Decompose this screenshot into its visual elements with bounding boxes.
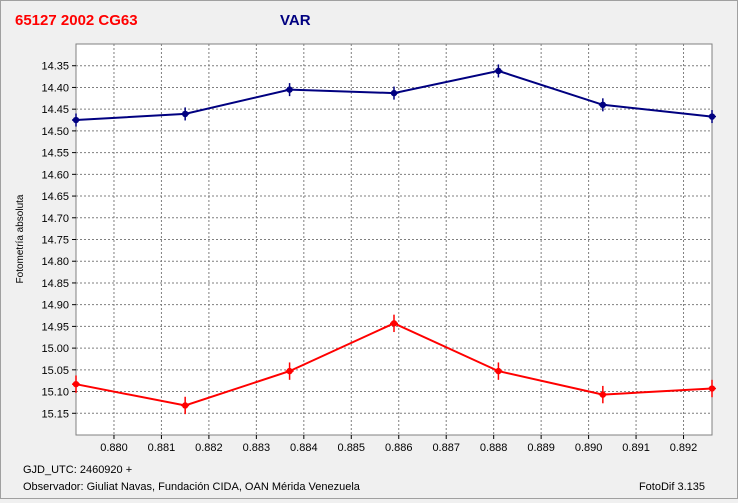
data-point — [286, 367, 293, 375]
y-tick-label: 14.75 — [41, 235, 69, 247]
y-tick-label: 14.80 — [41, 256, 69, 268]
data-point — [72, 380, 80, 388]
y-tick-label: 14.55 — [41, 148, 69, 160]
data-point — [708, 385, 716, 392]
chart-title: 65127 2002 CG63 — [15, 12, 138, 29]
y-tick-label: 15.00 — [41, 343, 69, 355]
y-tick-label: 14.90 — [41, 300, 69, 312]
gjd-label: GJD_UTC: 2460920 + — [23, 464, 132, 476]
series-layer — [72, 64, 716, 415]
x-tick-labels: 0.880 0.881 0.882 0.883 0.884 0.885 0.886 0.887… — [100, 435, 697, 454]
data-point — [599, 391, 607, 398]
x-tick-label: 0.890 — [575, 442, 603, 454]
x-tick-label: 0.885 — [338, 442, 366, 454]
data-point — [286, 86, 293, 93]
y-tick-label: 14.40 — [41, 82, 69, 94]
y-tick-label: 15.15 — [41, 408, 69, 420]
y-tick-label: 14.65 — [41, 191, 69, 203]
x-tick-label: 0.891 — [622, 442, 650, 454]
x-tick-label: 0.892 — [670, 442, 698, 454]
x-tick-label: 0.881 — [148, 442, 176, 454]
series-series-2 — [72, 314, 716, 415]
y-axis-label: Fotometría absoluta — [15, 194, 26, 283]
y-tick-label: 14.85 — [41, 278, 69, 290]
series-var — [72, 64, 716, 127]
observer-label: Observador: Giuliat Navas, Fundación CID… — [23, 481, 361, 493]
data-point — [708, 113, 716, 120]
data-point — [599, 101, 607, 109]
x-tick-label: 0.880 — [100, 442, 128, 454]
data-point — [390, 320, 398, 327]
x-tick-label: 0.883 — [243, 442, 271, 454]
data-point — [495, 367, 502, 375]
y-tick-label: 14.60 — [41, 169, 69, 181]
x-tick-label: 0.887 — [432, 442, 460, 454]
y-tick-label: 15.05 — [41, 365, 69, 377]
data-point — [495, 67, 502, 75]
y-tick-label: 14.35 — [41, 61, 69, 73]
y-tick-label: 14.45 — [41, 104, 69, 116]
y-tick-label: 14.70 — [41, 213, 69, 225]
data-point — [390, 89, 398, 97]
x-tick-label: 0.886 — [385, 442, 413, 454]
series-label-var: VAR — [280, 12, 311, 29]
data-point — [72, 116, 80, 124]
x-tick-label: 0.882 — [195, 442, 223, 454]
x-tick-label: 0.888 — [480, 442, 508, 454]
x-tick-label: 0.889 — [527, 442, 555, 454]
data-point — [181, 402, 189, 409]
y-tick-label: 14.95 — [41, 321, 69, 333]
y-tick-labels: 14.35 14.40 14.45 14.50 14.55 14.60 14.65 14.70… — [41, 61, 76, 420]
y-tick-label: 14.50 — [41, 126, 69, 138]
data-point — [181, 110, 189, 118]
x-tick-label: 0.884 — [290, 442, 318, 454]
software-label: FotoDif 3.135 — [639, 481, 705, 493]
y-tick-label: 15.10 — [41, 387, 69, 399]
